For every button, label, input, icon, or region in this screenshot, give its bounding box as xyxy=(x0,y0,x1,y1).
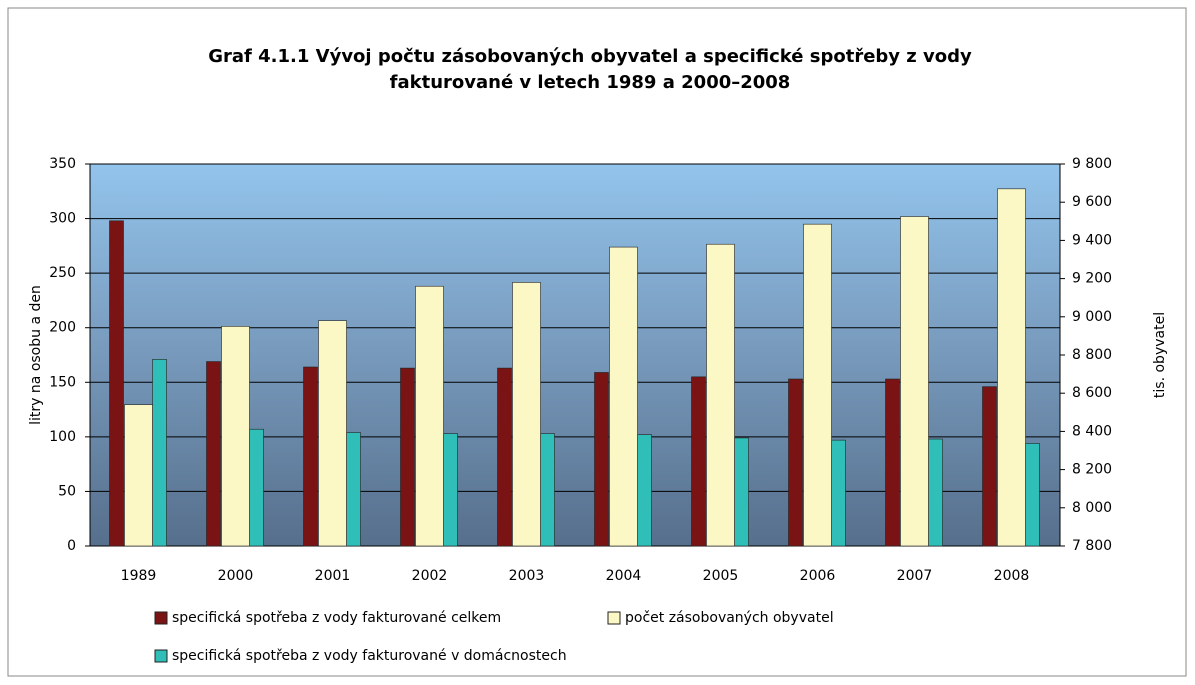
y-tick-label: 150 xyxy=(49,374,76,390)
y-axis-label: litry na osobu a den xyxy=(28,285,44,425)
bar xyxy=(788,378,803,547)
x-tick-label: 2000 xyxy=(218,568,254,584)
y-tick-label: 0 xyxy=(67,538,76,554)
y2-tick-label: 9 200 xyxy=(1072,271,1112,287)
bar xyxy=(249,428,264,547)
bar xyxy=(512,282,541,547)
bar xyxy=(637,434,652,547)
y2-tick-label: 7 800 xyxy=(1072,538,1112,554)
x-tick-label: 2002 xyxy=(412,568,448,584)
y2-tick-label: 8 600 xyxy=(1072,385,1112,401)
bar xyxy=(831,439,846,547)
x-tick-label: 2005 xyxy=(703,568,739,584)
y-tick-label: 350 xyxy=(49,156,76,172)
bar xyxy=(152,359,167,547)
bar xyxy=(346,432,361,547)
bar xyxy=(734,437,749,547)
bar xyxy=(594,372,609,547)
legend-swatch xyxy=(154,649,168,663)
bar xyxy=(691,376,706,547)
y-tick-label: 200 xyxy=(49,320,76,336)
y2-tick-label: 9 600 xyxy=(1072,194,1112,210)
bar xyxy=(497,367,512,547)
x-tick-label: 2003 xyxy=(509,568,545,584)
y-tick-label: 300 xyxy=(49,211,76,227)
bar xyxy=(109,220,124,547)
y-tick-label: 100 xyxy=(49,429,76,445)
bar xyxy=(885,378,900,547)
y2-tick-label: 8 200 xyxy=(1072,462,1112,478)
bar xyxy=(415,285,444,547)
bar xyxy=(900,216,929,547)
bar xyxy=(400,367,415,547)
y-tick-label: 250 xyxy=(49,265,76,281)
y2-tick-label: 8 800 xyxy=(1072,347,1112,363)
y2-axis-label: tis. obyvatel xyxy=(1152,312,1168,398)
x-tick-label: 2006 xyxy=(800,568,836,584)
legend-swatch xyxy=(607,611,621,625)
bar xyxy=(540,433,555,547)
y2-tick-label: 8 000 xyxy=(1072,500,1112,516)
bar xyxy=(124,404,153,547)
x-tick-label: 2004 xyxy=(606,568,642,584)
y2-tick-label: 8 400 xyxy=(1072,423,1112,439)
legend-label: specifická spotřeba z vody fakturované v… xyxy=(172,648,567,664)
bar xyxy=(609,246,638,547)
x-tick-label: 2008 xyxy=(994,568,1030,584)
y2-tick-label: 9 400 xyxy=(1072,232,1112,248)
bar xyxy=(997,188,1026,547)
bar xyxy=(303,366,318,547)
legend-label: specifická spotřeba z vody fakturované c… xyxy=(172,610,501,626)
chart-title: Graf 4.1.1 Vývoj počtu zásobovaných obyv… xyxy=(208,46,972,93)
bar xyxy=(803,223,832,547)
legend-swatch xyxy=(154,611,168,625)
bar xyxy=(706,243,735,547)
x-tick-label: 1989 xyxy=(121,568,157,584)
y-tick-label: 50 xyxy=(58,483,76,499)
bar xyxy=(221,326,250,547)
y2-tick-label: 9 000 xyxy=(1072,309,1112,325)
x-tick-label: 2001 xyxy=(315,568,351,584)
x-tick-label: 2007 xyxy=(897,568,933,584)
y2-tick-label: 9 800 xyxy=(1072,156,1112,172)
bar xyxy=(928,438,943,547)
bar xyxy=(982,386,997,547)
bar xyxy=(1025,443,1040,547)
bar xyxy=(206,361,221,547)
bar xyxy=(443,433,458,547)
legend-label: počet zásobovaných obyvatel xyxy=(625,610,834,626)
bar xyxy=(318,320,347,547)
